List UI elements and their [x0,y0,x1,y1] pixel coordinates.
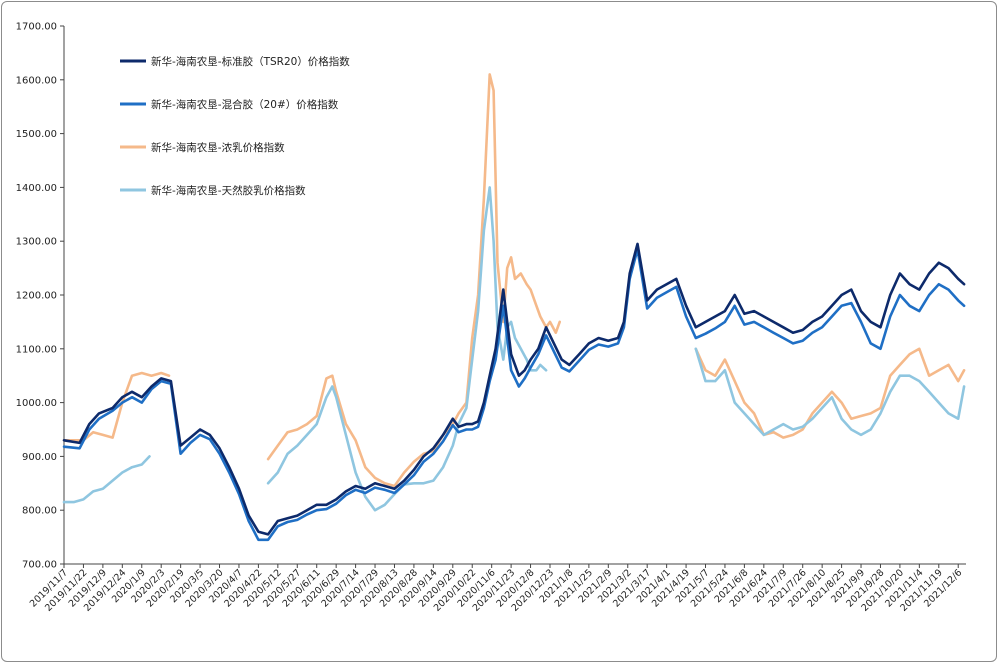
series-line-3 [266,186,548,512]
legend-label: 新华-海南农垦-浓乳价格指数 [151,141,285,154]
y-tick-label: 1500.00 [16,129,57,140]
series-line-2 [266,73,562,488]
y-tick-label: 800.00 [22,506,57,517]
legend-label: 新华-海南农垦-混合胶（20#）价格指数 [151,98,339,111]
y-tick-label: 1200.00 [16,291,57,302]
y-axis: 700.00 800.00 900.00 1000.00 1100.00 1200.00 1… [16,22,65,571]
plot-area [62,73,966,542]
x-axis: 2019/11/72019/11/222019/12/92019/12/2420… [28,563,966,614]
y-tick-label: 700.00 [22,560,57,571]
y-tick-label: 1300.00 [16,237,57,248]
y-tick-label: 1400.00 [16,183,57,194]
series-line-3 [62,455,151,504]
y-tick-label: 1700.00 [16,22,57,33]
legend: 新华-海南农垦-标准胶（TSR20）价格指数新华-海南农垦-混合胶（20#）价格… [120,55,350,197]
series-line-2 [694,347,966,439]
legend-label: 新华-海南农垦-天然胶乳价格指数 [151,184,306,197]
series-line-1 [62,248,966,542]
y-tick-label: 1000.00 [16,398,57,409]
y-tick-label: 900.00 [22,452,57,463]
series-line-3 [694,347,966,437]
y-tick-label: 1100.00 [16,344,57,355]
y-tick-label: 1600.00 [16,75,57,86]
legend-label: 新华-海南农垦-标准胶（TSR20）价格指数 [151,55,350,68]
series-line-0 [62,242,966,536]
